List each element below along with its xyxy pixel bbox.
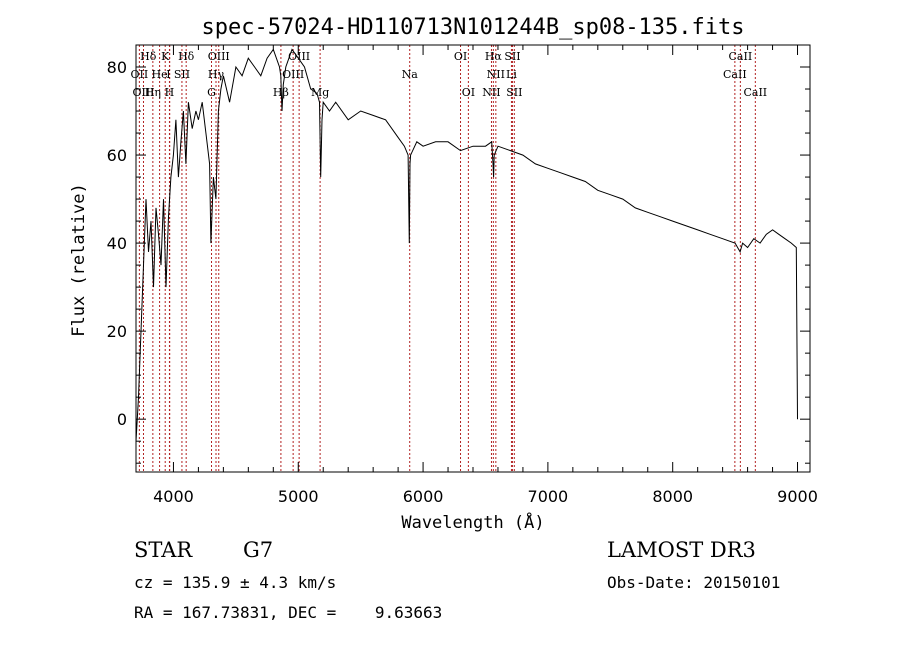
x-axis-ticks: 4000 5000 6000 7000 8000 9000 xyxy=(153,45,818,506)
y-tick-label: 20 xyxy=(107,322,127,341)
line-marker-label: NII xyxy=(487,68,505,81)
x-tick-label: 9000 xyxy=(777,487,818,506)
y-axis-label: Flux (relative) xyxy=(69,183,89,337)
line-marker-label: CaII xyxy=(729,50,753,63)
line-marker-label: Hη xyxy=(145,86,161,99)
x-tick-label: 4000 xyxy=(153,487,194,506)
line-markers xyxy=(138,45,756,472)
line-marker-label: CaII xyxy=(723,68,747,81)
line-marker-label: OIII xyxy=(282,68,304,81)
obs-date: Obs-Date: 20150101 xyxy=(607,573,781,592)
chart-title: spec-57024-HD110713N101244B_sp08-135.fit… xyxy=(201,15,744,40)
line-marker-label: OI xyxy=(454,50,467,63)
line-marker-label: OIII xyxy=(288,50,310,63)
x-tick-label: 6000 xyxy=(403,487,444,506)
x-axis-label: Wavelength (Å) xyxy=(401,511,544,533)
y-tick-label: 0 xyxy=(117,410,127,429)
coordinates: RA = 167.73831, DEC = 9.63663 xyxy=(134,603,443,622)
line-marker-label: I xyxy=(166,68,170,81)
line-marker-label: Li xyxy=(506,68,517,81)
redshift-text: cz = 135.9 ± 4.3 km/s xyxy=(134,573,337,592)
line-marker-label: SII xyxy=(506,86,522,99)
x-tick-label: 7000 xyxy=(528,487,569,506)
spectrum-series xyxy=(135,48,798,442)
x-tick-label: 8000 xyxy=(652,487,693,506)
line-marker-label: NII xyxy=(482,86,500,99)
line-marker-label: Hδ xyxy=(140,50,157,63)
line-marker-label: CaII xyxy=(743,86,767,99)
line-marker-label: OI xyxy=(462,86,475,99)
y-tick-label: 60 xyxy=(107,146,127,165)
line-marker-label: OIII xyxy=(208,50,230,63)
survey-name: LAMOST DR3 xyxy=(607,538,756,562)
subclass: G7 xyxy=(243,538,274,562)
object-type: STAR xyxy=(134,538,193,562)
line-marker-label: K xyxy=(161,50,170,63)
y-tick-label: 40 xyxy=(107,234,127,253)
y-axis-ticks: 0 20 40 60 80 xyxy=(107,44,810,464)
line-marker-label: OII xyxy=(131,68,149,81)
x-tick-label: 5000 xyxy=(278,487,319,506)
line-marker-label: Hα xyxy=(485,50,503,63)
line-marker-label: SII xyxy=(504,50,520,63)
line-marker-label: He xyxy=(152,68,168,81)
line-marker-label: Na xyxy=(402,68,419,81)
line-marker-label: SII xyxy=(174,68,190,81)
line-marker-label: Hδ xyxy=(178,50,195,63)
line-marker-label: Mg xyxy=(311,86,329,99)
line-marker-label: H xyxy=(165,86,175,99)
line-marker-label: Hγ xyxy=(208,68,225,81)
y-tick-label: 80 xyxy=(107,58,127,77)
line-marker-label: G xyxy=(207,86,216,99)
plot-frame xyxy=(135,44,811,473)
